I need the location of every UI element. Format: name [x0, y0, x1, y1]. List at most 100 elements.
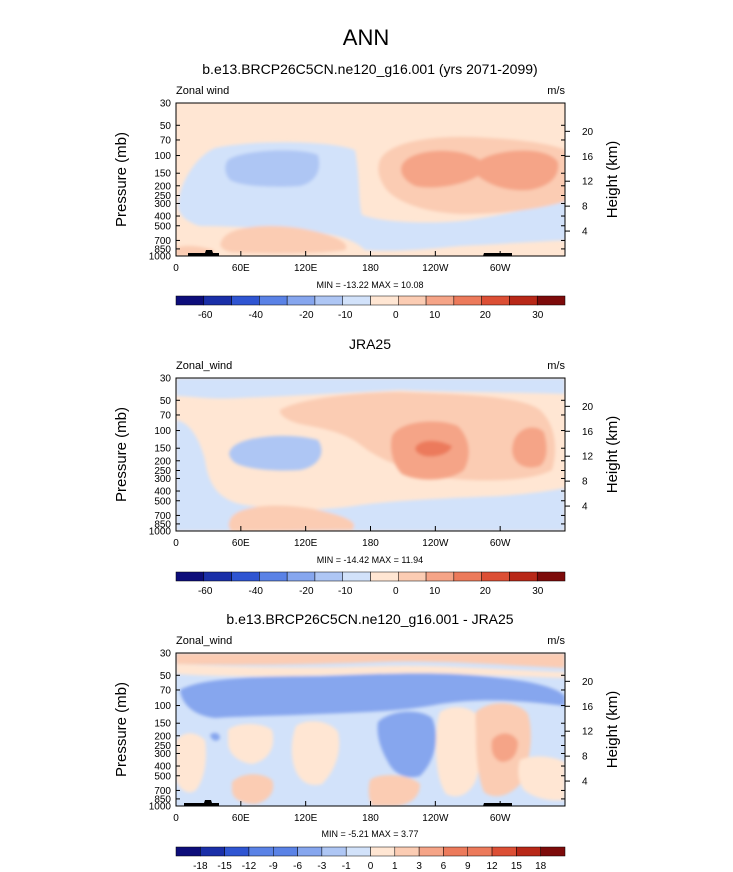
x-tick-label: 0	[173, 263, 179, 274]
positive-region	[368, 775, 420, 806]
negative-region	[210, 732, 220, 741]
colorbar-box	[491, 846, 517, 857]
positive-region	[512, 427, 547, 468]
x-tick-label: 0	[173, 538, 179, 549]
colorbar-box	[345, 846, 371, 857]
y2-axis-label: Height (km)	[604, 141, 621, 219]
colorbar-box	[418, 846, 444, 857]
y-tick-label: 500	[154, 221, 171, 232]
y-axis-label: Pressure (mb)	[113, 132, 130, 227]
colorbar-label: 12	[487, 861, 499, 872]
y-tick-label: 150	[154, 444, 171, 455]
positive-region	[176, 733, 206, 793]
x-tick-label: 120W	[422, 538, 449, 549]
x-tick-label: 60W	[490, 538, 511, 549]
y-tick-label: 700	[154, 786, 171, 797]
x-tick-label: 180	[362, 263, 379, 274]
negative-region	[180, 673, 565, 718]
colorbar-label: -60	[198, 586, 213, 597]
colorbar-label: 0	[393, 310, 399, 321]
colorbar-box	[540, 846, 566, 857]
colorbar-label: 30	[532, 310, 544, 321]
colorbar-label: -40	[249, 310, 264, 321]
colorbar-label: -6	[293, 861, 302, 872]
x-tick-label: 0	[173, 813, 179, 824]
y-axis-label: Pressure (mb)	[113, 407, 130, 502]
y2-tick-label: 12	[582, 727, 594, 738]
x-ticks: 0 60E 120E 180 120W 60W	[173, 801, 511, 824]
contour-fill	[176, 378, 565, 531]
y-tick-label: 200	[154, 181, 171, 192]
colorbar-box	[536, 571, 566, 582]
colorbar-label: -18	[193, 861, 208, 872]
y-tick-label: 30	[160, 649, 172, 660]
colorbar-box	[443, 846, 468, 857]
panel-title: JRA25	[349, 336, 391, 352]
y-tick-label: 150	[154, 719, 171, 730]
colorbar-box	[509, 295, 538, 306]
colorbar-label: 3	[416, 861, 422, 872]
y-tick-label: 700	[154, 236, 171, 247]
y-tick-label: 250	[154, 466, 171, 477]
y2-tick-label: 16	[582, 152, 594, 163]
y-tick-label: 50	[160, 396, 172, 407]
y-tick-label: 700	[154, 511, 171, 522]
colorbar-box	[509, 571, 538, 582]
y-tick-label: 70	[160, 685, 172, 696]
y-tick-label: 400	[154, 487, 171, 498]
y2-tick-label: 20	[582, 402, 594, 413]
colorbar-box	[314, 295, 343, 306]
y-tick-label: 400	[154, 762, 171, 773]
positive-region	[518, 756, 565, 801]
y-tick-label: 100	[154, 701, 171, 712]
colorbar-box	[231, 571, 260, 582]
colorbar-label: 10	[429, 310, 441, 321]
positive-region	[220, 225, 347, 254]
y-tick-label: 200	[154, 456, 171, 467]
negative-region	[229, 435, 322, 471]
colorbar-box	[200, 846, 225, 857]
colorbar-box	[203, 295, 232, 306]
y-tick-label: 70	[160, 135, 172, 146]
colorbar-box	[224, 846, 250, 857]
colorbar-label: -20	[299, 586, 314, 597]
colorbar-label: -20	[299, 310, 314, 321]
panel-1: b.e13.BRCP26C5CN.ne120_g16.001 (yrs 2071…	[113, 61, 621, 321]
x-tick-label: 120W	[422, 263, 449, 274]
colorbar-label: 20	[480, 586, 492, 597]
colorbar-box	[370, 295, 399, 306]
y-tick-label: 1000	[149, 802, 172, 813]
x-tick-label: 120E	[294, 538, 318, 549]
positive-region	[436, 707, 482, 797]
variable-label: Zonal_wind	[176, 360, 232, 372]
y-tick-label: 1000	[149, 252, 172, 263]
y-tick-label: 850	[154, 794, 171, 805]
y2-axis-label: Height (km)	[604, 416, 621, 494]
negative-region	[176, 378, 565, 399]
colorbar-label: 0	[368, 861, 374, 872]
colorbar-box	[370, 571, 399, 582]
negative-region	[225, 150, 320, 187]
y2-tick-label: 20	[582, 677, 594, 688]
panel-2: JRA25 Zonal_wind m/s 3050701001502002503…	[113, 336, 621, 597]
y-tick-label: 50	[160, 121, 172, 132]
units-label: m/s	[547, 85, 565, 97]
panel-title: b.e13.BRCP26C5CN.ne120_g16.001 - JRA25	[226, 611, 513, 627]
min-max-stats: MIN = -5.21 MAX = 3.77	[321, 829, 418, 839]
colorbar-box	[203, 571, 232, 582]
y2-ticks: 4 8 12 16 20	[565, 127, 594, 238]
x-tick-label: 120W	[422, 813, 449, 824]
colorbar-label: 6	[441, 861, 447, 872]
min-max-stats: MIN = -13.22 MAX = 10.08	[316, 280, 423, 290]
colorbar-label: 15	[511, 861, 523, 872]
y-tick-label: 500	[154, 771, 171, 782]
y2-axis-label: Height (km)	[604, 691, 621, 769]
y-tick-label: 850	[154, 519, 171, 530]
y-tick-label: 300	[154, 199, 171, 210]
colorbar-label: -1	[342, 861, 351, 872]
colorbar: -60 -40 -20 -10 0 10 20 30	[175, 295, 566, 321]
units-label: m/s	[547, 360, 565, 372]
y-tick-label: 50	[160, 671, 172, 682]
colorbar-label: -10	[338, 310, 353, 321]
